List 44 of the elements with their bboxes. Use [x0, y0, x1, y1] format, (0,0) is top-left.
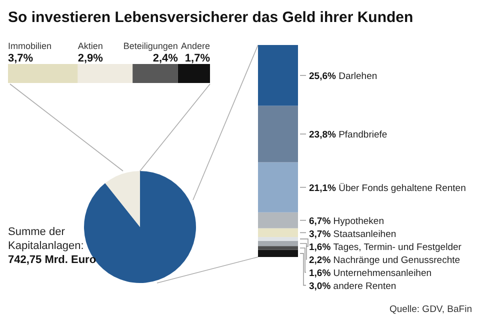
text: 742,75 Mrd. Euro [8, 254, 96, 266]
data-label: 3,0% [309, 280, 334, 292]
data-label: 1,6% [309, 268, 334, 279]
bar [258, 45, 298, 106]
bar [178, 64, 210, 83]
text: Über Fonds gehaltene Renten [338, 182, 466, 194]
text: Tages, Termin- und Festgelder [333, 242, 462, 253]
data-label: 2,4% [152, 52, 178, 64]
bar [258, 228, 298, 238]
bar [132, 64, 178, 83]
text: Pfandbriefe [338, 130, 388, 141]
chart-title: So investieren Lebensversicherer das Geld ihrer Kunden [8, 9, 414, 26]
data-label: 2,2% [309, 254, 334, 266]
bar [258, 246, 298, 250]
bar [8, 64, 78, 83]
bar [258, 250, 298, 257]
text: Summe der Kapitalanlagen: [8, 226, 84, 252]
data-label: 3,7% [8, 52, 34, 64]
series-label: Andere [180, 41, 210, 51]
data-label: 1,7% [184, 52, 210, 64]
bar [258, 240, 298, 246]
bar [258, 237, 298, 241]
bar [258, 212, 298, 228]
text: Hypotheken [333, 216, 384, 227]
data-label: 23,8% [309, 130, 339, 141]
pie-slice [105, 171, 140, 227]
text: Nachränge und Genussrechte [333, 254, 460, 266]
series-label: Aktien [78, 41, 103, 51]
data-label: 3,7% [309, 228, 334, 240]
bar [258, 162, 298, 212]
text: Darlehen [338, 70, 378, 82]
series-label: Immobilien [8, 41, 52, 51]
bar [258, 106, 298, 162]
data-label: 2,9% [78, 52, 104, 64]
text: Unternehmensanleihen [333, 268, 432, 279]
data-label: 1,6% [309, 242, 334, 253]
series-label: Beteiligungen [123, 41, 178, 51]
data-label: 25,6% [309, 70, 339, 82]
data-label: 21,1% [309, 182, 339, 194]
bar [78, 64, 133, 83]
text: andere Renten [333, 280, 396, 292]
text: Staatsanleihen [333, 228, 396, 240]
data-label: 6,7% [309, 216, 334, 227]
source-note: Quelle: GDV, BaFin [389, 304, 472, 315]
